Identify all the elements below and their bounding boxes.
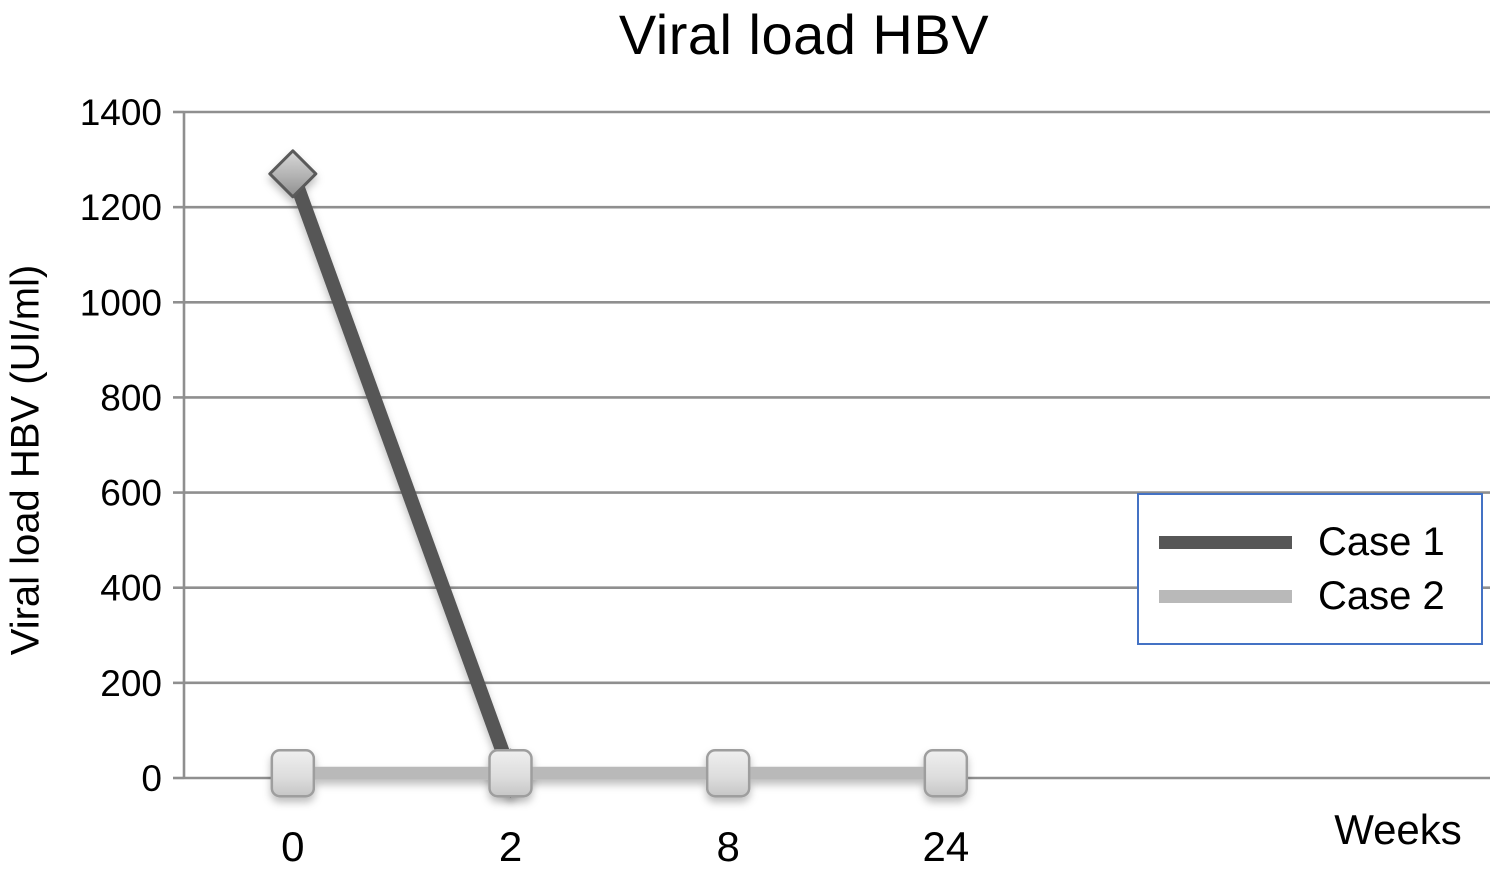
legend-label-case-2: Case 2 xyxy=(1318,574,1445,618)
square-marker xyxy=(705,748,751,798)
series-case-2 xyxy=(270,748,969,798)
legend-item-case-1: Case 1 xyxy=(1159,522,1481,562)
y-tick-label: 400 xyxy=(100,568,162,609)
y-tick-label: 0 xyxy=(141,758,162,799)
legend: Case 1 Case 2 xyxy=(1137,493,1483,645)
x-axis-title: Weeks xyxy=(1334,806,1462,853)
y-tick-label: 200 xyxy=(100,663,162,704)
x-tick-label: 24 xyxy=(922,823,969,870)
y-tick-label: 1000 xyxy=(80,282,162,323)
square-marker xyxy=(270,748,316,798)
y-tick-label: 600 xyxy=(100,473,162,514)
series-line xyxy=(286,171,518,776)
series-case-1 xyxy=(268,149,535,798)
legend-item-case-2: Case 2 xyxy=(1159,576,1481,616)
x-tick-label: 2 xyxy=(499,823,522,870)
chart-title: Viral load HBV xyxy=(618,3,990,66)
x-tick-label: 0 xyxy=(281,823,304,870)
y-axis-title: Viral load HBV (UI/ml) xyxy=(3,264,48,656)
y-tick-label: 800 xyxy=(100,377,162,418)
case-1-line-swatch-icon xyxy=(1159,535,1292,549)
square-marker xyxy=(923,748,969,798)
x-tick-label: 8 xyxy=(716,823,739,870)
square-marker xyxy=(488,748,533,798)
y-tick-label: 1200 xyxy=(80,187,162,228)
case-2-line-swatch-icon xyxy=(1159,589,1292,603)
legend-label-case-1: Case 1 xyxy=(1318,520,1445,564)
y-tick-label: 1400 xyxy=(80,92,162,133)
diamond-marker xyxy=(268,149,318,199)
